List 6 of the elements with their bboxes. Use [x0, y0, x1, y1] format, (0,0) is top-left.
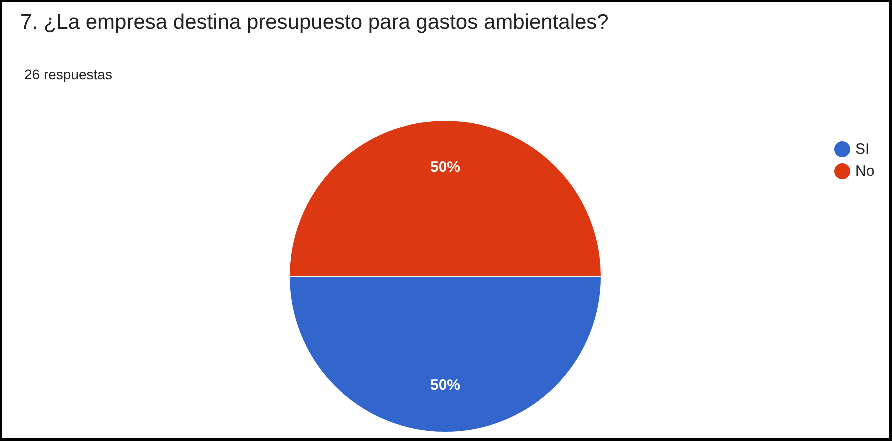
data-label: 50%: [430, 377, 461, 394]
chart-title: 7. ¿La empresa destina presupuesto para gastos ambientales?: [20, 11, 609, 34]
legend-label: SI: [856, 141, 870, 158]
data-label: 50%: [430, 158, 461, 176]
text: 26 respuestas: [24, 66, 112, 82]
legend-label: No: [856, 163, 875, 180]
